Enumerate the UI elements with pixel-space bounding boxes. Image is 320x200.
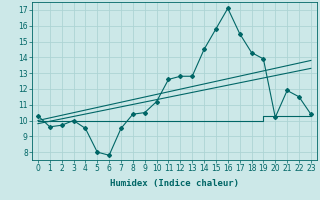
X-axis label: Humidex (Indice chaleur): Humidex (Indice chaleur)	[110, 179, 239, 188]
